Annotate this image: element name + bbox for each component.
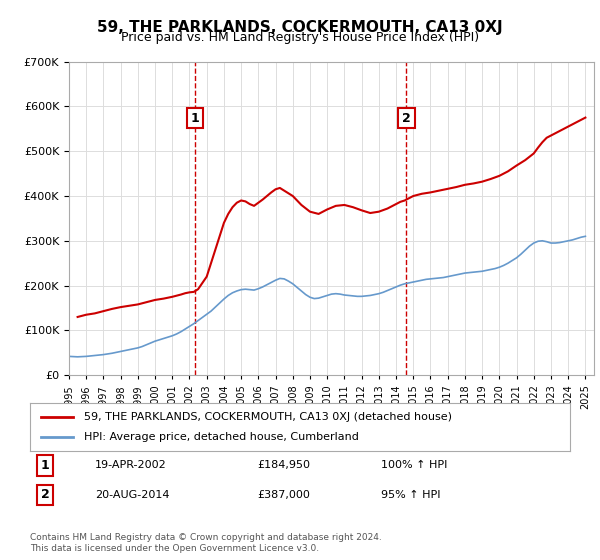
Text: This data is licensed under the Open Government Licence v3.0.: This data is licensed under the Open Gov… [30,544,319,553]
Text: 20-AUG-2014: 20-AUG-2014 [95,490,169,500]
Text: 2: 2 [41,488,50,501]
Text: 2: 2 [402,111,411,124]
Text: 1: 1 [41,459,50,472]
Text: 19-APR-2002: 19-APR-2002 [95,460,167,470]
Text: £184,950: £184,950 [257,460,310,470]
Text: 100% ↑ HPI: 100% ↑ HPI [381,460,448,470]
Text: £387,000: £387,000 [257,490,310,500]
Text: 59, THE PARKLANDS, COCKERMOUTH, CA13 0XJ: 59, THE PARKLANDS, COCKERMOUTH, CA13 0XJ [97,20,503,35]
Text: 95% ↑ HPI: 95% ↑ HPI [381,490,440,500]
Text: HPI: Average price, detached house, Cumberland: HPI: Average price, detached house, Cumb… [84,432,359,442]
Text: Price paid vs. HM Land Registry's House Price Index (HPI): Price paid vs. HM Land Registry's House … [121,31,479,44]
Text: 59, THE PARKLANDS, COCKERMOUTH, CA13 0XJ (detached house): 59, THE PARKLANDS, COCKERMOUTH, CA13 0XJ… [84,412,452,422]
Text: Contains HM Land Registry data © Crown copyright and database right 2024.: Contains HM Land Registry data © Crown c… [30,533,382,542]
Text: 1: 1 [190,111,199,124]
